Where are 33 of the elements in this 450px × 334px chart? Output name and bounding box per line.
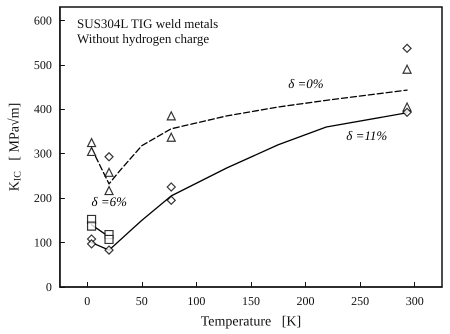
x-tick-label: 100 <box>187 294 206 308</box>
y-tick-label: 0 <box>46 280 52 294</box>
point <box>86 146 96 156</box>
x-axis-title: Temperature [K] <box>200 314 302 330</box>
point <box>104 186 114 196</box>
y-tick-label: 300 <box>34 146 52 161</box>
point <box>104 234 114 244</box>
y-tick-label: 400 <box>34 102 52 116</box>
y-tick-label: 500 <box>34 58 52 72</box>
point <box>86 239 96 248</box>
point <box>104 168 114 177</box>
y-tick-label: 200 <box>34 191 52 206</box>
point <box>166 111 176 120</box>
point <box>86 138 96 148</box>
point <box>104 246 114 255</box>
y-tick-label: 100 <box>34 236 52 250</box>
x-tick-label: 150 <box>242 294 260 308</box>
point <box>166 132 176 142</box>
x-tick-label: 250 <box>351 294 370 308</box>
point <box>402 108 412 117</box>
series-label: δ =11% <box>346 128 388 143</box>
series-label: δ =6% <box>92 194 128 209</box>
x-tick-label: 0 <box>84 294 90 308</box>
y-tick-label: 600 <box>34 13 52 28</box>
text: SUS304L TIG weld metals <box>77 16 218 31</box>
x-tick-label: 200 <box>296 294 315 308</box>
point <box>402 64 412 74</box>
y-axis-title: KIC [ MPa√m] <box>6 102 24 192</box>
x-tick-label: 300 <box>406 294 424 308</box>
series-label: δ =0% <box>288 76 324 91</box>
point <box>86 222 96 231</box>
x-tick-label: 50 <box>136 294 148 308</box>
text: Without hydrogen charge <box>77 31 210 46</box>
